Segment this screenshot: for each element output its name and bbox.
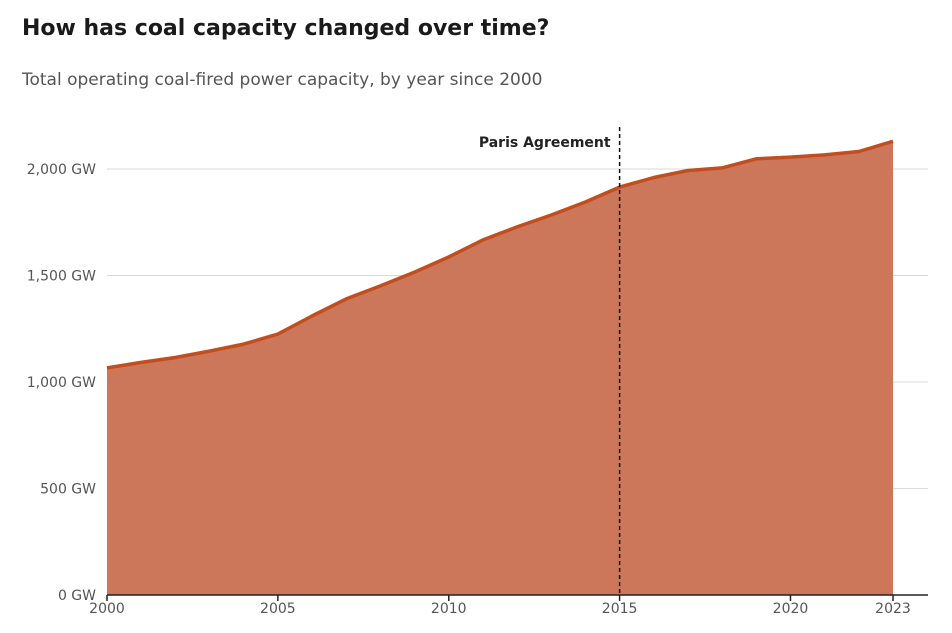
y-tick-label: 0 GW (58, 588, 96, 604)
chart-subtitle: Total operating coal-fired power capacit… (22, 70, 543, 90)
x-tick-label: 2015 (602, 601, 638, 617)
y-tick-label: 1,000 GW (27, 375, 96, 391)
y-tick-label: 1,500 GW (27, 269, 96, 285)
x-tick-label: 2000 (89, 601, 125, 617)
x-tick-label: 2020 (773, 601, 809, 617)
paris-agreement-label: Paris Agreement (479, 135, 611, 151)
area-fill (107, 141, 893, 596)
y-tick-label: 500 GW (40, 482, 96, 498)
x-tick-label: 2005 (260, 601, 296, 617)
series-line (106, 139, 894, 370)
x-tick-label: 2010 (431, 601, 467, 617)
chart-title: How has coal capacity changed over time? (22, 16, 550, 41)
x-tick-label: 2023 (875, 601, 911, 617)
y-tick-label: 2,000 GW (27, 162, 96, 178)
